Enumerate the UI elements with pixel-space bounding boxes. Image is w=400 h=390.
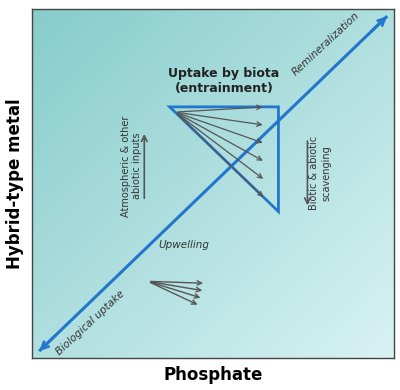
Text: Remineralization: Remineralization xyxy=(290,11,361,78)
Text: Atmospheric & other
abiotic inputs: Atmospheric & other abiotic inputs xyxy=(121,115,142,217)
Y-axis label: Hybrid-type metal: Hybrid-type metal xyxy=(6,98,24,269)
Text: Biological uptake: Biological uptake xyxy=(54,289,126,357)
X-axis label: Phosphate: Phosphate xyxy=(164,367,263,385)
Text: Upwelling: Upwelling xyxy=(159,240,210,250)
Text: Biotic & abiotic
scavenging: Biotic & abiotic scavenging xyxy=(309,136,331,210)
Text: Uptake by biota
(entrainment): Uptake by biota (entrainment) xyxy=(168,67,280,95)
